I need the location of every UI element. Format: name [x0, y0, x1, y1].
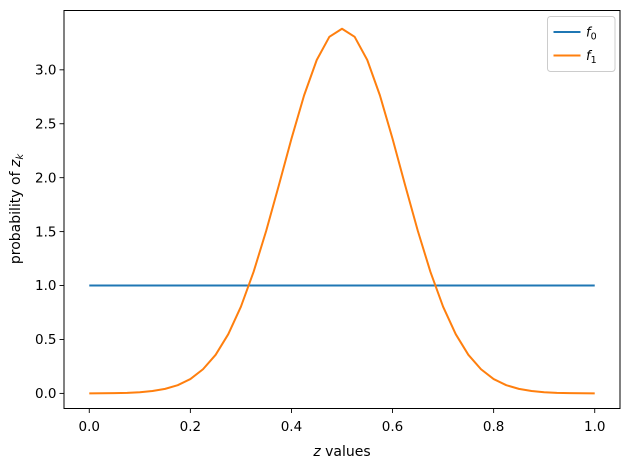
legend: f0 f1 [547, 16, 616, 72]
curve-f1 [89, 27, 595, 395]
plot-area [63, 10, 621, 409]
x-tick-label: 0.2 [180, 419, 201, 435]
x-axis-label: z values [312, 444, 370, 460]
y-tick-label: 1.5 [35, 224, 56, 240]
legend-label-f0: f0 [586, 26, 597, 43]
y-tick-label: 0.0 [35, 386, 56, 402]
axis-ticks: 0.0 0.2 0.4 0.6 0.8 1.0 0.0 0.5 1.0 1.5 2.0 2.5 3.0 [35, 63, 605, 435]
y-tick-label: 2.5 [35, 116, 56, 132]
x-tick-label: 0.6 [382, 419, 403, 435]
legend-frame [547, 16, 616, 72]
legend-label-f1: f1 [586, 49, 597, 66]
y-tick-label: 2.0 [35, 170, 56, 186]
x-tick-label: 0.0 [79, 419, 100, 435]
y-axis-label: probability of zk [8, 153, 26, 264]
x-tick-label: 1.0 [584, 419, 605, 435]
y-tick-label: 1.0 [35, 278, 56, 294]
y-tick-label: 3.0 [35, 63, 56, 79]
data-curves [89, 27, 595, 395]
x-tick-label: 0.4 [281, 419, 302, 435]
y-tick-label: 0.5 [35, 332, 56, 348]
x-tick-label: 0.8 [483, 419, 504, 435]
